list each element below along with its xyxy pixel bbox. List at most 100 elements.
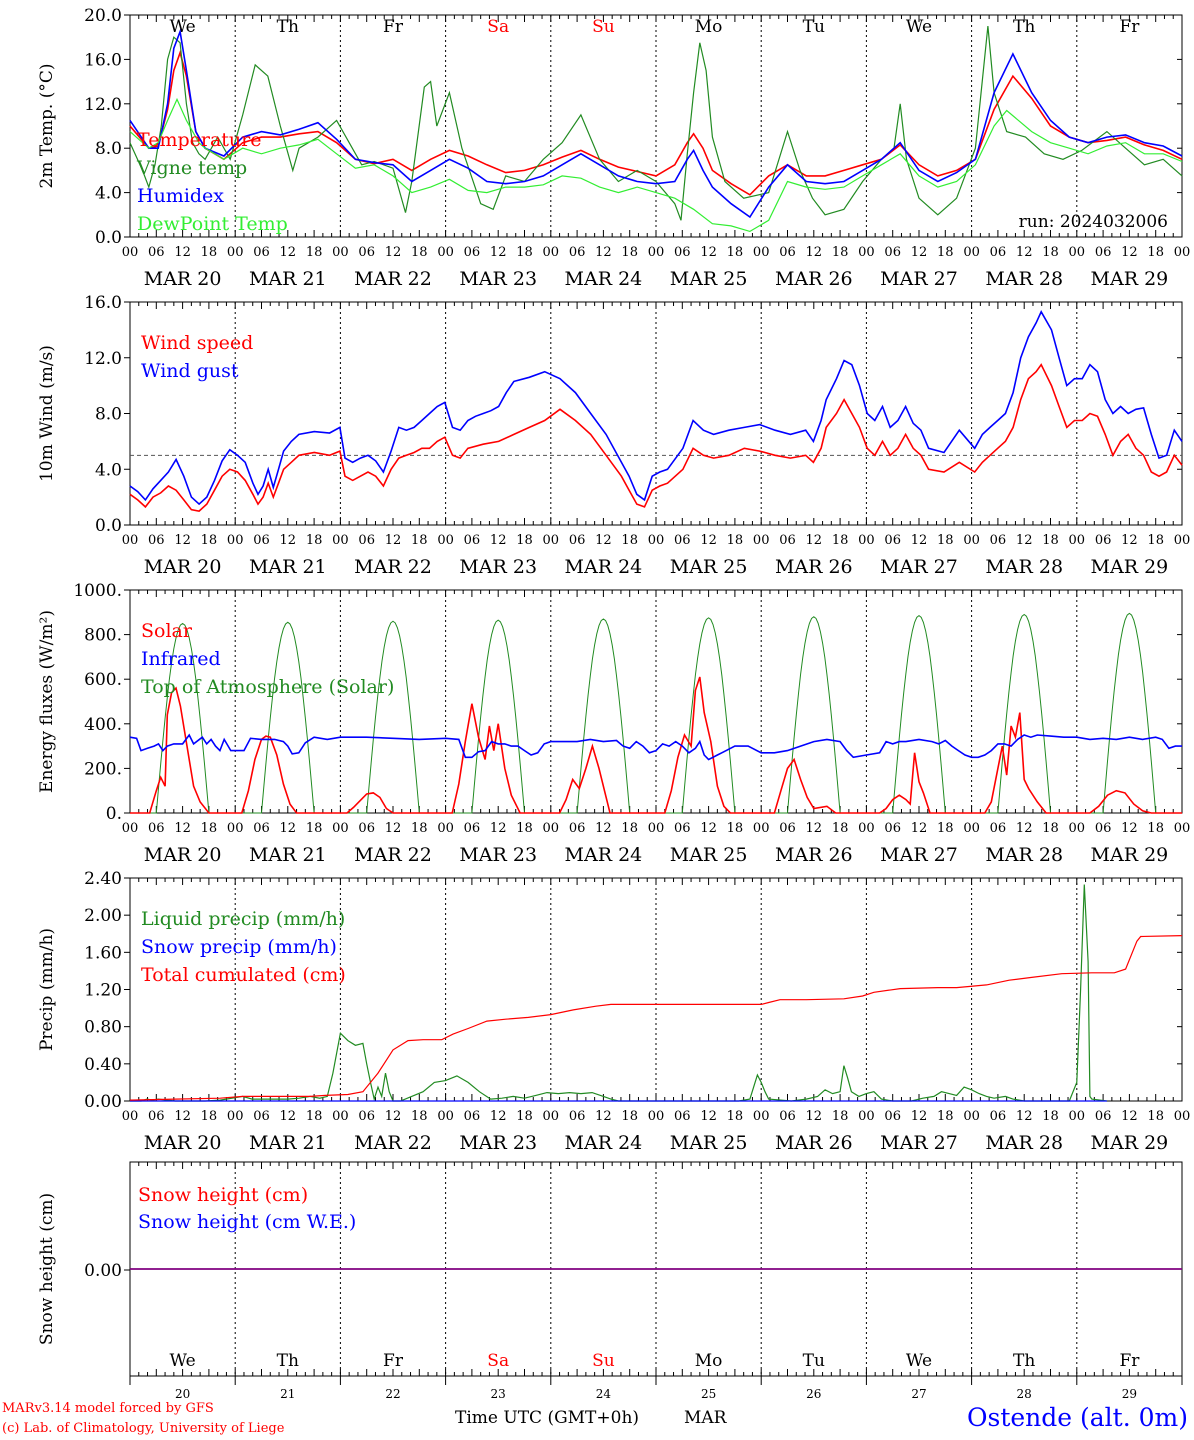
hour-tick-label: 18 [937,821,954,836]
date-label: MAR 24 [565,1132,643,1154]
hour-tick-label: 00 [1069,1109,1086,1124]
hour-tick-label: 00 [122,1109,139,1124]
hour-tick-label: 06 [884,245,901,260]
hour-tick-label: 12 [385,821,402,836]
hour-tick-label: 00 [1174,533,1191,548]
y-tick-label: 1.20 [84,981,122,1001]
hour-tick-label: 18 [937,1109,954,1124]
series-temperature [129,50,1183,196]
legend-item: Wind gust [141,360,239,382]
legend-item: Liquid precip (mm/h) [141,908,345,930]
y-tick-label: 20.0 [84,6,122,26]
day-number: 21 [280,1387,295,1401]
day-number: 28 [1017,1387,1032,1401]
hour-tick-label: 00 [227,821,244,836]
day-name: We [906,17,932,37]
y-tick-label: 16.0 [84,50,122,70]
hour-tick-label: 12 [911,245,928,260]
hour-tick-label: 06 [148,245,165,260]
hour-tick-label: 18 [306,821,323,836]
date-label: MAR 25 [670,1132,748,1154]
hour-tick-label: 06 [358,1109,375,1124]
hour-tick-label: 12 [911,533,928,548]
hour-tick-label: 00 [543,821,560,836]
hour-tick-label: 00 [1174,821,1191,836]
date-label: MAR 26 [775,556,853,578]
day-name: We [906,1351,932,1371]
series-humidex [129,28,1183,219]
date-label: MAR 23 [459,556,537,578]
hour-tick-label: 00 [858,533,875,548]
footer: MARv3.14 model forced by GFS (c) Lab. of… [2,1401,1188,1436]
day-name: Th [1013,17,1035,37]
y-tick-label: 0.00 [84,1261,122,1281]
hour-tick-label: 06 [358,245,375,260]
hour-tick-label: 12 [806,821,823,836]
hour-tick-label: 06 [148,1109,165,1124]
day-number: 26 [806,1387,821,1401]
hour-tick-label: 00 [753,245,770,260]
legend-item: DewPoint Temp [137,213,288,235]
series-liquid-precip-mm-h [130,884,1107,1102]
y-tick-label: 1000. [73,581,122,601]
date-label: MAR 27 [880,1132,958,1154]
hour-tick-label: 06 [148,533,165,548]
hour-tick-label: 12 [174,245,191,260]
hour-tick-label: 18 [937,533,954,548]
date-label: MAR 26 [775,1132,853,1154]
date-label: MAR 27 [880,556,958,578]
hour-tick-label: 06 [1095,533,1112,548]
footer-credit-2: (c) Lab. of Climatology, University of L… [2,1421,285,1436]
legend-item: Snow height (cm) [138,1184,308,1206]
series-infrared [129,733,1182,761]
hour-tick-label: 12 [700,533,717,548]
hour-tick-label: 06 [464,821,481,836]
date-label: MAR 20 [144,1132,222,1154]
series-dewpoint-temp [129,97,1183,233]
hour-tick-label: 00 [858,821,875,836]
day-number: 22 [385,1387,400,1401]
date-label: MAR 21 [249,844,327,866]
day-name: Su [592,1351,615,1371]
date-label: MAR 25 [670,844,748,866]
hour-tick-label: 18 [1147,533,1164,548]
hour-tick-label: 18 [411,245,428,260]
panel-4: 0.00 0.40 0.80 1.20 1.60 2.00 2.40 Precip (mm/h… [37,869,1190,1154]
day-number: 24 [596,1387,612,1401]
hour-tick-label: 06 [884,533,901,548]
hour-tick-label: 12 [1121,821,1138,836]
y-tick-label: 0.40 [84,1055,122,1075]
date-label: MAR 29 [1091,268,1169,290]
y-tick-label: 0.80 [84,1018,122,1038]
day-name: Mo [695,1351,723,1371]
hour-tick-label: 12 [1016,821,1033,836]
hour-tick-label: 12 [1016,245,1033,260]
hour-tick-label: 00 [1174,1109,1191,1124]
hour-tick-label: 06 [674,1109,691,1124]
legend-item: Top of Atmosphere (Solar) [141,676,394,698]
legend-item: Infrared [141,648,221,670]
hour-tick-label: 06 [253,821,270,836]
hour-tick-label: 00 [437,533,454,548]
hour-tick-label: 00 [858,1109,875,1124]
series-wind-gust [129,310,1183,506]
hour-tick-label: 00 [332,533,349,548]
day-name: Sa [487,1351,509,1371]
y-tick-label: 2.00 [84,906,122,926]
date-label: MAR 29 [1091,556,1169,578]
station-label: Ostende (alt. 0m) [967,1403,1188,1432]
date-label: MAR 26 [775,268,853,290]
day-name: Tu [803,1351,825,1371]
day-name: Fr [1119,17,1140,37]
hour-tick-label: 12 [174,533,191,548]
hour-tick-label: 18 [411,533,428,548]
legend-item: Total cumulated (cm) [141,964,346,986]
date-label: MAR 29 [1091,1132,1169,1154]
hour-tick-label: 18 [832,1109,849,1124]
date-label: MAR 21 [249,556,327,578]
hour-tick-label: 12 [595,1109,612,1124]
hour-tick-label: 00 [1069,821,1086,836]
hour-tick-label: 18 [727,245,744,260]
hour-tick-label: 18 [306,245,323,260]
day-number: 23 [491,1387,506,1401]
